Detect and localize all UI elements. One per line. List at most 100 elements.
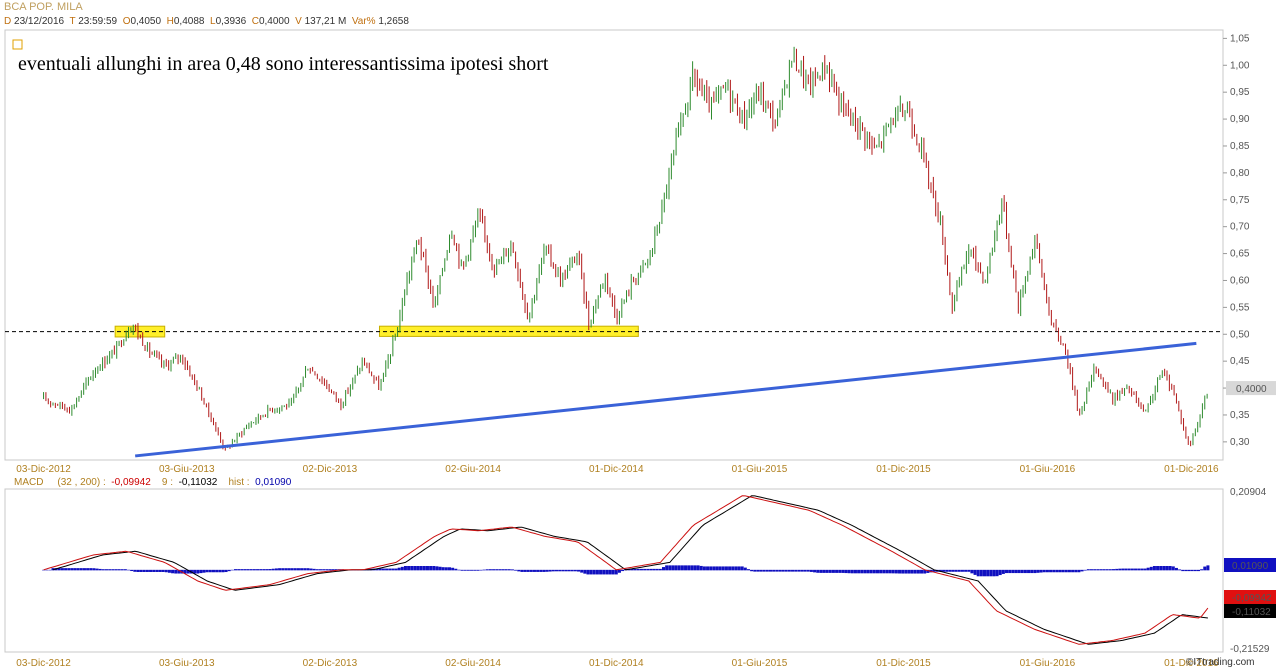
hist-bar-343 (1121, 568, 1125, 571)
macd-line (43, 495, 1209, 645)
hist-bar-328 (1074, 569, 1078, 573)
hist-bar-355 (1159, 566, 1163, 571)
hist-bar-366 (1193, 569, 1197, 572)
hist-bar-142 (488, 569, 492, 571)
hist-bar-361 (1178, 569, 1182, 571)
hist-bar-3 (51, 568, 55, 571)
hist-label: hist : (228, 477, 250, 488)
hist-bar-88 (318, 569, 322, 571)
hist-bar-221 (737, 566, 741, 571)
hist-bar-299 (982, 569, 986, 577)
hist-bar-216 (721, 566, 725, 571)
hist-bar-62 (237, 569, 241, 571)
hist-bar-9 (70, 568, 74, 571)
hist-bar-290 (954, 569, 958, 572)
chart-annotation: eventuali allunghi in area 0,48 sono int… (18, 53, 549, 75)
price-tick-label-7: 0,70 (1230, 222, 1250, 233)
hist-bar-14 (86, 568, 90, 571)
watermark: ©ITtrading.com (1186, 657, 1255, 668)
date-label-price-7: 01-Giu-2016 (1020, 464, 1076, 475)
hist-bar-335 (1096, 569, 1100, 571)
hist-bar-261 (863, 569, 867, 574)
hist-bar-130 (451, 567, 455, 571)
hist-bar-369 (1203, 566, 1207, 571)
date-label-price-1: 03-Giu-2013 (159, 464, 215, 475)
hist-value: 0,01090 (255, 477, 292, 488)
hist-bar-5 (57, 568, 61, 571)
macd-name: MACD (14, 477, 44, 488)
hist-bar-218 (728, 566, 732, 571)
hist-bar-182 (614, 569, 618, 575)
price-tick-label-5: 0,80 (1230, 168, 1250, 179)
hist-bar-126 (438, 566, 442, 571)
hist-bar-84 (306, 568, 310, 571)
price-tick-label-0: 1,05 (1230, 33, 1250, 44)
hist-bar-227 (756, 569, 760, 572)
date-label-price-2: 02-Dic-2013 (303, 464, 358, 475)
date-label: D (4, 16, 12, 27)
hist-bar-74 (274, 568, 278, 571)
hist-bar-7 (64, 568, 68, 571)
hist-bar-280 (923, 569, 927, 574)
hist-bar-160 (545, 569, 549, 572)
hist-bar-91 (328, 569, 332, 571)
hist-bar-315 (1033, 569, 1037, 574)
hist-bar-162 (551, 569, 555, 572)
hist-bar-149 (510, 569, 514, 571)
symbol-title: BCA POP. MILA (4, 1, 83, 13)
hist-bar-322 (1055, 569, 1059, 573)
hist-bar-155 (529, 569, 533, 572)
hist-bar-238 (791, 569, 795, 572)
price-tick-label-12: 0,45 (1230, 356, 1250, 367)
hist-bar-57 (221, 569, 225, 573)
ohlc-row: D 23/12/2016 T 23:59:59 O0,4050 H0,4088 … (4, 16, 409, 27)
hist-bar-138 (476, 569, 480, 571)
hist-bar-245 (813, 569, 817, 573)
hist-bar-316 (1036, 569, 1040, 573)
signal-line (52, 495, 1208, 645)
hist-bar-215 (718, 566, 722, 571)
open-label: O (122, 16, 131, 27)
hist-bar-240 (797, 569, 801, 572)
badge-signal-label: -0,11032 (1232, 607, 1271, 618)
hist-bar-265 (875, 569, 879, 574)
hist-bar-144 (495, 569, 499, 571)
hist-bar-222 (740, 566, 744, 571)
hist-bar-79 (290, 568, 294, 571)
time-value: 23:59:59 (78, 16, 118, 27)
hist-bar-201 (674, 565, 678, 571)
hist-bar-158 (539, 569, 543, 572)
date-label-macd-3: 02-Giu-2014 (445, 658, 501, 668)
volume-label: V (295, 16, 302, 27)
hist-bar-237 (787, 569, 791, 572)
hist-bar-20 (104, 569, 108, 571)
hist-bar-137 (473, 569, 477, 571)
hist-bar-81 (296, 568, 300, 571)
close-label: C (251, 16, 259, 27)
hist-bar-123 (429, 566, 433, 571)
hist-bar-306 (1005, 569, 1009, 574)
annotation-marker-icon (12, 39, 23, 50)
hist-bar-16 (92, 568, 96, 571)
hist-bar-297 (976, 569, 980, 577)
hist-bar-108 (381, 568, 385, 571)
hist-bar-211 (706, 566, 710, 571)
signal-value: -0,11032 (178, 477, 218, 488)
date-label-macd-5: 01-Giu-2015 (732, 658, 788, 668)
hist-bar-351 (1146, 567, 1150, 571)
hist-bar-234 (778, 569, 782, 572)
date-label-price-0: 03-Dic-2012 (16, 464, 71, 475)
hist-bar-342 (1118, 568, 1122, 571)
hist-bar-164 (558, 569, 562, 572)
hist-bar-170 (577, 569, 581, 572)
hist-bar-248 (822, 569, 826, 573)
hist-bar-154 (526, 569, 530, 572)
hist-bar-285 (938, 569, 942, 572)
badge-signal (1224, 604, 1276, 618)
hist-bar-309 (1014, 569, 1018, 574)
hist-bar-217 (724, 566, 728, 571)
hist-bar-156 (532, 569, 536, 572)
hist-bar-364 (1187, 569, 1191, 572)
hist-bar-0 (42, 569, 46, 571)
